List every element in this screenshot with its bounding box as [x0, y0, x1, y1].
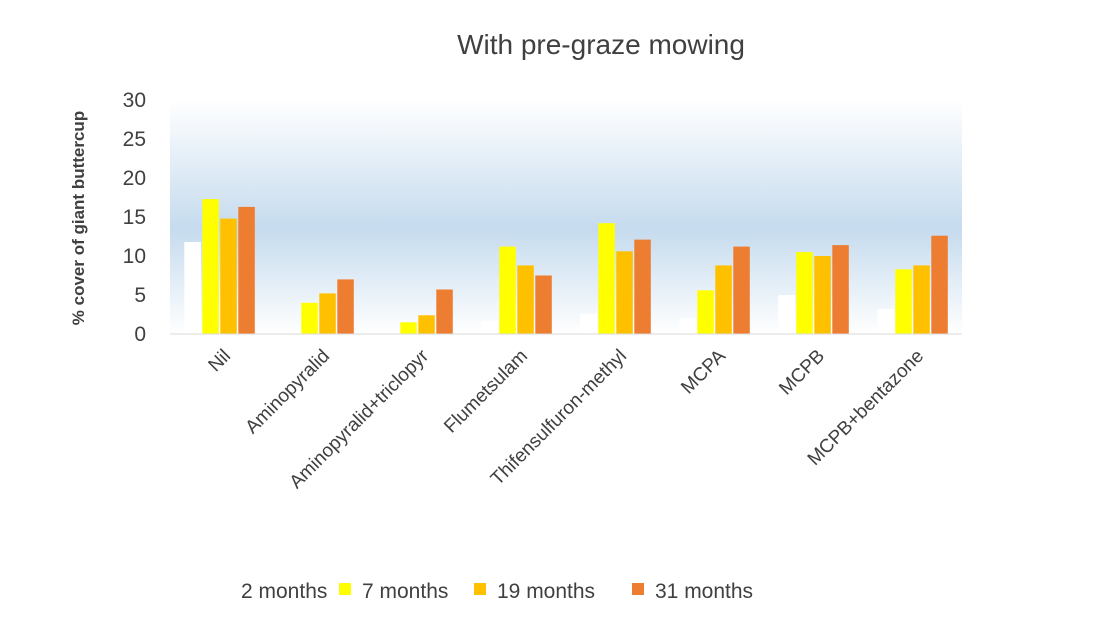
- bar-7-months-2: [400, 322, 417, 334]
- chart-title: With pre-graze mowing: [457, 29, 745, 60]
- category-label: Aminopyralid: [242, 346, 335, 439]
- bar-31-months-6: [832, 245, 849, 334]
- bar-2-months-2: [382, 330, 399, 334]
- bar-2-months-4: [580, 313, 597, 334]
- y-tick-label: 10: [123, 245, 146, 268]
- legend: 2 months 7 months 19 months 31 months: [241, 580, 753, 603]
- y-tick-label: 25: [123, 128, 146, 151]
- bar-7-months-5: [697, 290, 714, 334]
- bar-7-months-4: [598, 223, 615, 334]
- legend-swatch: [339, 583, 351, 595]
- category-label: Nil: [205, 346, 236, 377]
- y-tick-label: 30: [123, 89, 146, 112]
- bar-2-months-5: [679, 318, 696, 334]
- bar-7-months-0: [202, 199, 219, 334]
- bar-31-months-0: [238, 206, 255, 334]
- bar-2-months-6: [778, 295, 795, 334]
- bar-31-months-1: [337, 279, 354, 334]
- y-tick-label: 5: [134, 284, 146, 307]
- bar-2-months-0: [184, 242, 201, 334]
- bar-2-months-1: [283, 330, 300, 334]
- bar-19-months-0: [220, 218, 237, 334]
- bar-19-months-6: [814, 256, 831, 334]
- y-tick-label: 0: [134, 323, 146, 346]
- y-axis-ticks: 0 5 10 15 20 25 30: [123, 89, 146, 346]
- bar-31-months-5: [733, 246, 750, 334]
- bar-7-months-1: [301, 302, 318, 334]
- bar-31-months-4: [634, 239, 651, 334]
- bar-19-months-7: [913, 265, 930, 334]
- bar-19-months-5: [715, 265, 732, 334]
- legend-label: 31 months: [655, 580, 753, 603]
- bar-7-months-6: [796, 252, 813, 334]
- bar-2-months-3: [481, 320, 498, 334]
- bar-19-months-2: [418, 315, 435, 334]
- bar-19-months-4: [616, 251, 633, 334]
- category-label: MCPB: [775, 346, 829, 400]
- bar-31-months-3: [535, 275, 552, 334]
- legend-swatch: [632, 583, 644, 595]
- bar-19-months-1: [319, 293, 336, 334]
- legend-swatch: [474, 583, 486, 595]
- y-tick-label: 15: [123, 206, 146, 229]
- bar-31-months-2: [436, 289, 453, 334]
- bars: [184, 199, 948, 334]
- bar-7-months-7: [895, 269, 912, 334]
- y-tick-label: 20: [123, 167, 146, 190]
- category-label: Flumetsulam: [440, 346, 532, 438]
- y-axis-label: % cover of giant buttercup: [69, 111, 88, 325]
- bar-19-months-3: [517, 265, 534, 334]
- legend-label: 19 months: [497, 580, 595, 603]
- bar-7-months-3: [499, 246, 516, 334]
- bar-31-months-7: [931, 235, 948, 334]
- bar-2-months-7: [877, 309, 894, 334]
- category-label: MCPA: [677, 345, 730, 398]
- legend-label: 2 months: [241, 580, 327, 603]
- legend-label: 7 months: [362, 580, 448, 603]
